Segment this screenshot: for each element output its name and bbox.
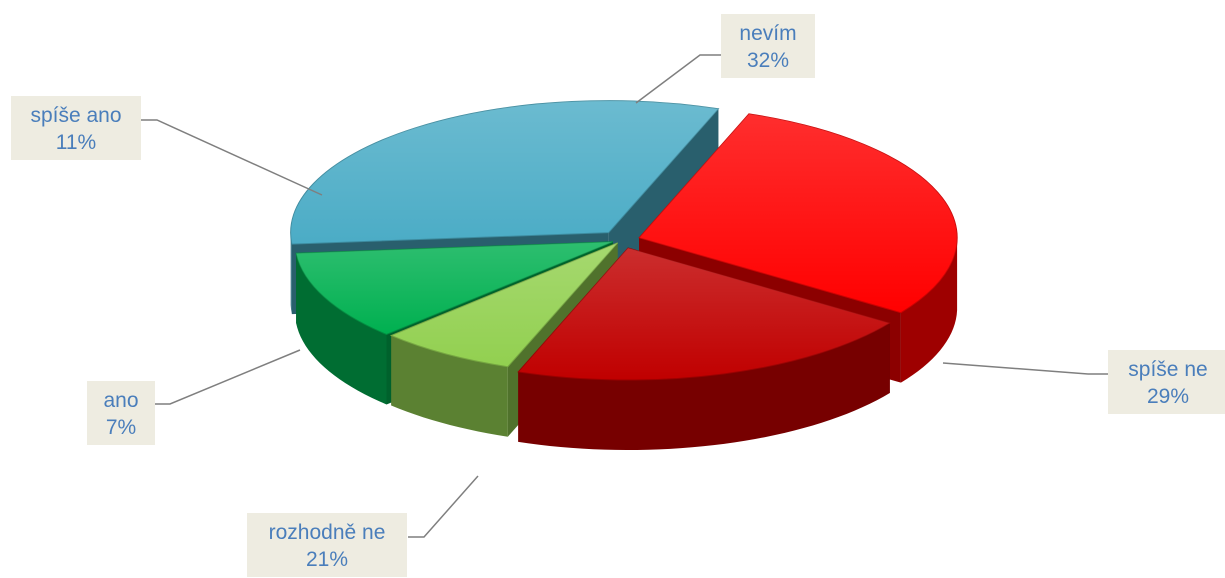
data-label-category: rozhodně ne [269, 521, 386, 544]
data-label: spíše ano 11% [11, 96, 141, 160]
data-label-category: spíše ne [1128, 358, 1207, 381]
data-label-category: nevím [739, 22, 796, 45]
pie-slice-gloss [639, 113, 958, 313]
leader-line [942, 362, 1108, 375]
data-label-category: ano [103, 389, 138, 412]
pie-slice-rim [900, 240, 958, 383]
data-label-box [247, 513, 407, 577]
data-label-category: spíše ano [30, 104, 121, 127]
data-label-box [721, 14, 815, 78]
data-label-box [11, 96, 141, 160]
data-label: ano 7% [87, 381, 155, 445]
data-label: spíše ne 29% [1108, 350, 1225, 414]
data-label-percent: 7% [106, 416, 136, 439]
pie-slice-rim [391, 335, 508, 437]
pie-slice-gloss [518, 248, 890, 381]
data-label-percent: 29% [1147, 385, 1189, 408]
pie-slice-rim [518, 322, 890, 451]
leader-lines [141, 54, 1108, 538]
pie-slice-gloss [290, 100, 719, 245]
leader-line [141, 119, 323, 196]
leader-line [635, 54, 722, 104]
data-label-percent: 21% [306, 548, 348, 571]
pie-slice-gloss [296, 241, 613, 335]
slice-tops [290, 100, 958, 381]
data-label-percent: 11% [56, 131, 96, 154]
leader-line [155, 349, 301, 405]
pie-slice-gloss [391, 242, 618, 367]
data-labels: nevím 32% spíše ne 29% rozhodně ne 21% ano 7% sp… [11, 14, 1225, 577]
data-label: rozhodně ne 21% [247, 513, 407, 577]
pie-slice-rim [296, 253, 387, 405]
data-label-box [87, 381, 155, 445]
data-label-percent: 32% [747, 49, 789, 72]
pie-slice-rim [290, 235, 292, 315]
leader-line [408, 475, 479, 538]
data-label: nevím 32% [721, 14, 815, 78]
data-label-box [1108, 350, 1225, 414]
